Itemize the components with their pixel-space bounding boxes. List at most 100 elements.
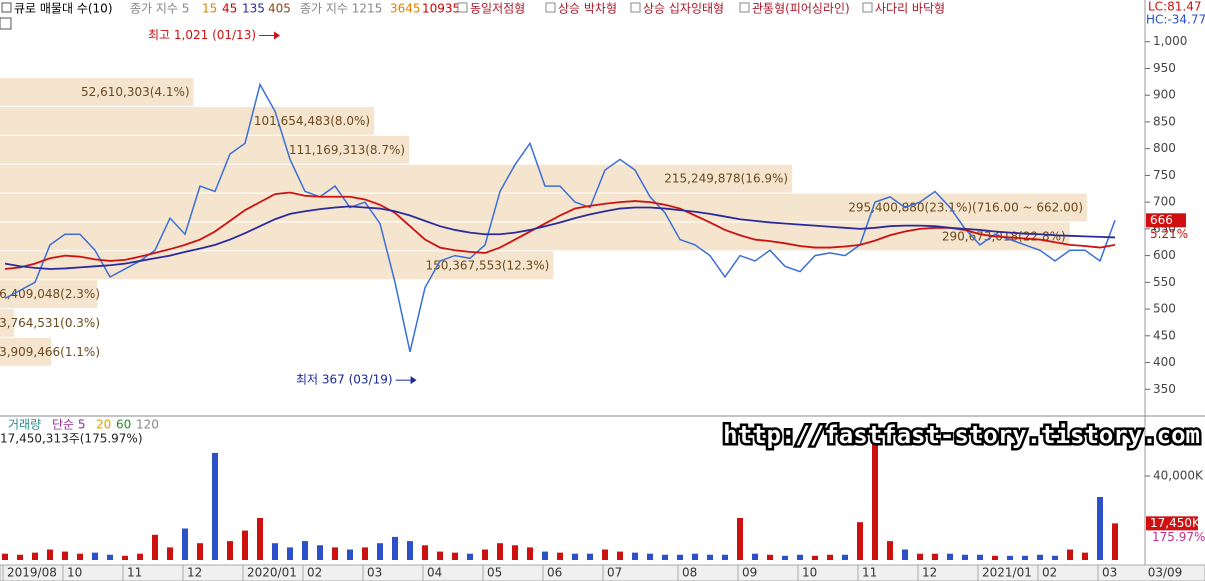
profile-band <box>0 106 375 135</box>
profile-label: 3,764,531(0.3%) <box>0 316 100 330</box>
grid-icon[interactable] <box>0 17 12 30</box>
x-tick-label: 02 <box>1042 566 1057 580</box>
volume-bar <box>287 547 293 560</box>
pattern-checkbox[interactable] <box>862 2 873 13</box>
x-tick-label: 08 <box>682 566 697 580</box>
watermark: http://fastfast-story.tistory.com <box>723 421 1200 449</box>
volume-bar <box>437 551 443 560</box>
volume-bar <box>392 536 398 560</box>
toolbar-item: 동일저점형 <box>470 2 525 16</box>
volume-bar <box>212 452 218 560</box>
volume-bar <box>347 549 353 560</box>
y-tick-label: 950 <box>1153 61 1176 75</box>
y-tick-label: 1,000 <box>1153 34 1187 48</box>
arrow-head <box>274 31 281 40</box>
volume-bar <box>782 555 788 560</box>
profile-band <box>0 309 14 337</box>
y-tick-label: 850 <box>1153 114 1176 128</box>
toolbar-item: 큐로 매물대 수(10) <box>14 2 113 16</box>
volume-legend: 거래량 <box>8 418 41 432</box>
y-tick-label: 400 <box>1153 355 1176 369</box>
volume-bar <box>1097 497 1103 560</box>
volume-bar <box>617 551 623 560</box>
volume-bar <box>842 554 848 560</box>
x-tick-label: 12 <box>922 566 937 580</box>
y-tick-label: 600 <box>1153 248 1176 262</box>
x-tick-label: 04 <box>427 566 442 580</box>
volume-bar <box>887 541 893 560</box>
profile-label: 101,654,483(8.0%) <box>254 114 370 128</box>
profile-band <box>0 280 98 309</box>
x-tick-label: 02 <box>307 566 322 580</box>
price-line <box>4 82 1116 353</box>
x-tick-label: 2020/01 <box>247 566 297 580</box>
toolbar-item: 10935 <box>422 2 460 16</box>
x-tick-label: 11 <box>127 566 142 580</box>
profile-band <box>0 135 410 164</box>
profile-label: 215,249,878(16.9%) <box>664 172 788 186</box>
toolbar-item: 종가 지수 1215 <box>300 2 382 16</box>
volume-bar <box>767 554 773 560</box>
volume-bar <box>32 552 38 560</box>
x-tick-label: 03 <box>1102 566 1117 580</box>
moving-average <box>4 205 1116 270</box>
toolbar-item: 405 <box>268 2 291 16</box>
volume-legend: 120 <box>136 418 159 432</box>
volume-bar <box>632 552 638 560</box>
volume-legend: 단순 5 <box>52 418 86 432</box>
toolbar-item: 종가 지수 5 <box>130 2 189 16</box>
volume-bar <box>1067 549 1073 560</box>
current-date: 03/09 <box>1148 566 1183 580</box>
pattern-checkbox[interactable] <box>545 2 556 13</box>
volume-bar <box>407 541 413 560</box>
pattern-checkbox[interactable] <box>457 2 468 13</box>
x-tick-label: 2019/08 <box>7 566 57 580</box>
x-tick-label: 03 <box>367 566 382 580</box>
volume-bar <box>362 547 368 560</box>
y-tick-label: 700 <box>1153 195 1176 209</box>
pattern-checkbox[interactable] <box>630 2 641 13</box>
arrow-head <box>410 376 417 385</box>
volume-bar <box>812 555 818 560</box>
volume-bar <box>1052 555 1058 560</box>
x-tick-label: 07 <box>607 566 622 580</box>
x-tick-label: 09 <box>742 566 757 580</box>
volume-bar <box>977 554 983 560</box>
profile-label: 111,169,313(8.7%) <box>289 143 405 157</box>
y-tick-label: 450 <box>1153 328 1176 342</box>
volume-bar <box>242 530 248 560</box>
volume-bar <box>707 554 713 560</box>
pattern-checkbox[interactable] <box>739 2 750 13</box>
last-price: 666 <box>1150 213 1173 227</box>
y-tick-label: 750 <box>1153 168 1176 182</box>
x-tick-label: 06 <box>547 566 562 580</box>
volume-bar <box>467 553 473 560</box>
change-label: 5.21% <box>1150 227 1188 241</box>
toolbar-item: 3645 <box>390 2 421 16</box>
volume-bar <box>932 553 938 560</box>
x-tick-label: 12 <box>187 566 202 580</box>
volume-bar <box>992 555 998 560</box>
volume-bar <box>827 554 833 560</box>
checkbox[interactable] <box>1 2 12 13</box>
volume-bar <box>527 547 533 560</box>
volume-bar <box>92 552 98 560</box>
moving-average <box>4 191 1116 270</box>
volume-bar <box>272 543 278 560</box>
volume-bar <box>587 553 593 560</box>
volume-legend: 60 <box>116 418 131 432</box>
volume-bar <box>692 553 698 560</box>
volume-bar <box>962 554 968 560</box>
toolbar-item: 상승 십자잉태형 <box>643 2 724 16</box>
volume-bar <box>1112 523 1118 560</box>
volume-bar <box>872 438 878 560</box>
toolbar-item: 상승 박차형 <box>558 2 617 16</box>
profile-band <box>0 78 194 106</box>
volume-bar <box>1082 552 1088 560</box>
x-tick-label: 11 <box>862 566 877 580</box>
last-volume: 17,450K <box>1150 516 1201 530</box>
volume-bar <box>737 518 743 560</box>
profile-label: 52,610,303(4.1%) <box>81 85 190 99</box>
volume-bar <box>797 554 803 560</box>
